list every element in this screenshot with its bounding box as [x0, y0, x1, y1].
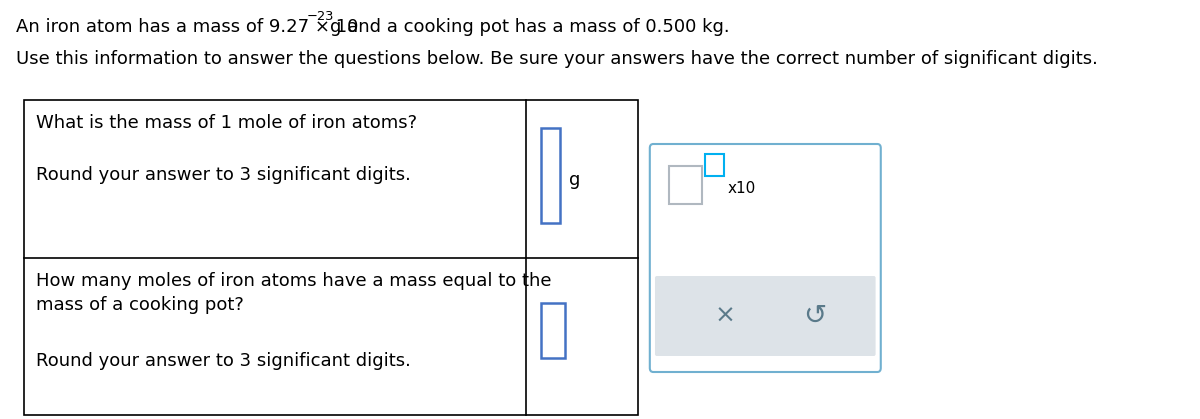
Text: −23: −23 [307, 10, 334, 23]
Text: How many moles of iron atoms have a mass equal to the: How many moles of iron atoms have a mass… [36, 272, 552, 290]
Bar [24, 100, 637, 415]
Text: x10: x10 [727, 181, 756, 196]
Text: Use this information to answer the questions below. Be sure your answers have th: Use this information to answer the quest… [16, 50, 1097, 68]
Text: ×: × [714, 304, 736, 328]
Bar [704, 154, 724, 176]
Text: mass of a cooking pot?: mass of a cooking pot? [36, 296, 244, 314]
Text: g and a cooking pot has a mass of 0.500 kg.: g and a cooking pot has a mass of 0.500 … [330, 18, 730, 36]
Text: g: g [569, 171, 580, 189]
Text: An iron atom has a mass of 9.27 × 10: An iron atom has a mass of 9.27 × 10 [16, 18, 358, 36]
Text: ↺: ↺ [803, 302, 827, 330]
Bar [541, 303, 565, 358]
FancyBboxPatch shape [655, 276, 876, 356]
Bar [668, 166, 702, 204]
Bar [541, 128, 560, 223]
Text: What is the mass of 1 mole of iron atoms?: What is the mass of 1 mole of iron atoms… [36, 114, 418, 132]
Text: Round your answer to 3 significant digits.: Round your answer to 3 significant digit… [36, 166, 412, 184]
FancyBboxPatch shape [650, 144, 881, 372]
Text: Round your answer to 3 significant digits.: Round your answer to 3 significant digit… [36, 352, 412, 370]
